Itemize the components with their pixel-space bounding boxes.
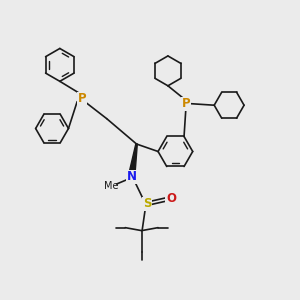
Text: O: O <box>166 192 176 205</box>
Text: N: N <box>127 170 136 183</box>
Text: Me: Me <box>104 182 119 191</box>
Text: S: S <box>143 197 151 210</box>
Text: P: P <box>182 97 190 110</box>
Polygon shape <box>129 144 137 173</box>
Text: P: P <box>78 92 86 105</box>
